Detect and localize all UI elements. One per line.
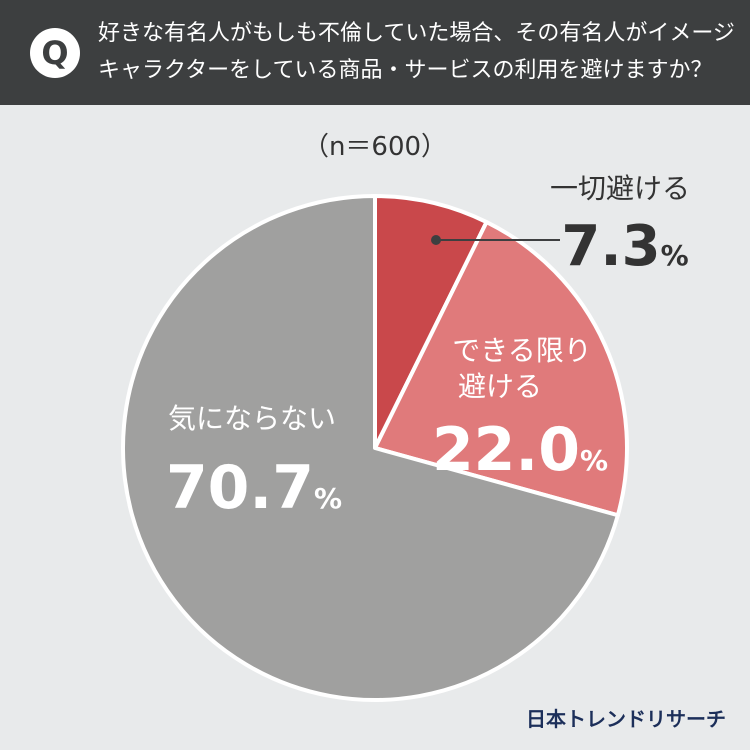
pie-slices (121, 194, 629, 702)
label-avoid-completely: 一切避ける (550, 172, 690, 205)
question-icon: Q (30, 28, 80, 78)
sample-size: （n＝600） (302, 132, 448, 162)
question-line-1: 好きな有名人がもしも不倫していた場合、その有名人がイメージ (98, 21, 735, 46)
slice-does-not-care (121, 194, 620, 702)
label-does-not-care: 気にならない (168, 402, 336, 435)
question-header: Q 好きな有名人がもしも不倫していた場合、その有名人がイメージ キャラクターをし… (0, 0, 750, 105)
question-line-2: キャラクターをしている商品・サービスの利用を避けますか？ (98, 58, 713, 83)
label-avoid-if-possible-line1: できる限り (452, 334, 591, 367)
question-icon-letter: Q (41, 34, 69, 72)
brand-logo: 日本トレンドリサーチ (526, 707, 726, 731)
question-text: 好きな有名人がもしも不倫していた場合、その有名人がイメージ キャラクターをしてい… (98, 15, 738, 89)
slice-avoid-completely (373, 194, 489, 450)
value-avoid-if-possible: 22.0% (432, 415, 608, 485)
value-avoid-completely: 7.3% (561, 214, 688, 279)
value-does-not-care: 70.7% (166, 453, 342, 523)
slice-avoid-if-possible (373, 220, 629, 518)
label-avoid-if-possible-line2: 避ける (458, 370, 542, 403)
